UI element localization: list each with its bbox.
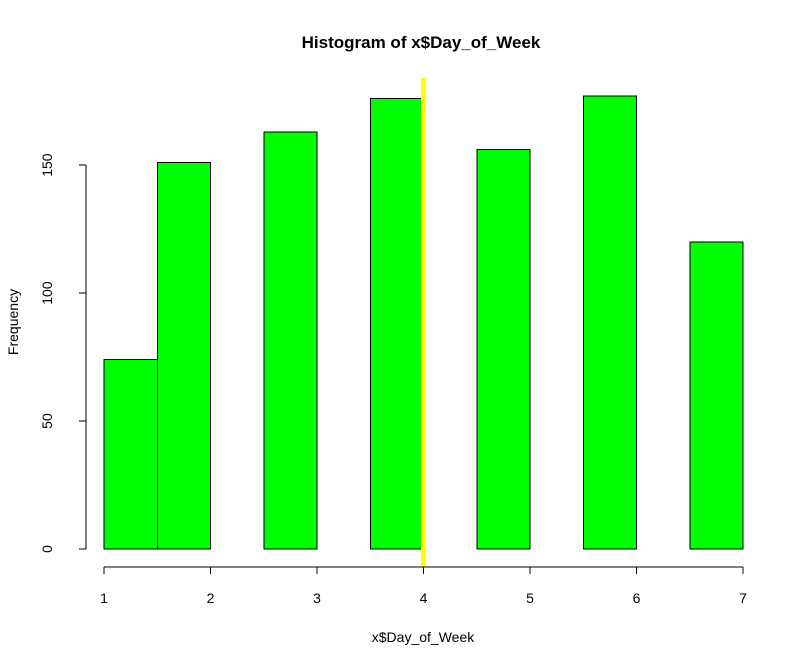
histogram-bar-5 [369, 98, 424, 550]
histogram-bar-0 [103, 359, 158, 550]
y-tick-label-3: 150 [39, 153, 55, 177]
y-tick-label-1: 50 [39, 413, 55, 429]
histogram-bar-1 [156, 162, 211, 550]
y-axis-label: Frequency [5, 289, 21, 355]
x-tick-label-3: 4 [420, 590, 428, 606]
bars-group [103, 95, 744, 550]
x-tick-label-4: 5 [526, 590, 534, 606]
y-tick-label-2: 100 [39, 281, 55, 305]
histogram-bar-9 [582, 95, 637, 550]
y-axis: 0 50 100 150 [39, 153, 87, 553]
x-tick-label-5: 6 [633, 590, 641, 606]
histogram-bar-11 [689, 241, 744, 550]
x-axis-label: x$Day_of_Week [372, 629, 475, 645]
y-tick-label-0: 0 [39, 545, 55, 553]
x-tick-label-0: 1 [100, 590, 108, 606]
x-axis: 1 2 3 4 5 6 7 [100, 566, 747, 606]
histogram-bar-7 [476, 149, 531, 550]
chart-title: Histogram of x$Day_of_Week [302, 33, 541, 52]
x-tick-label-6: 7 [739, 590, 747, 606]
x-tick-label-1: 2 [207, 590, 215, 606]
histogram-bar-3 [263, 131, 318, 550]
x-tick-label-2: 3 [313, 590, 321, 606]
